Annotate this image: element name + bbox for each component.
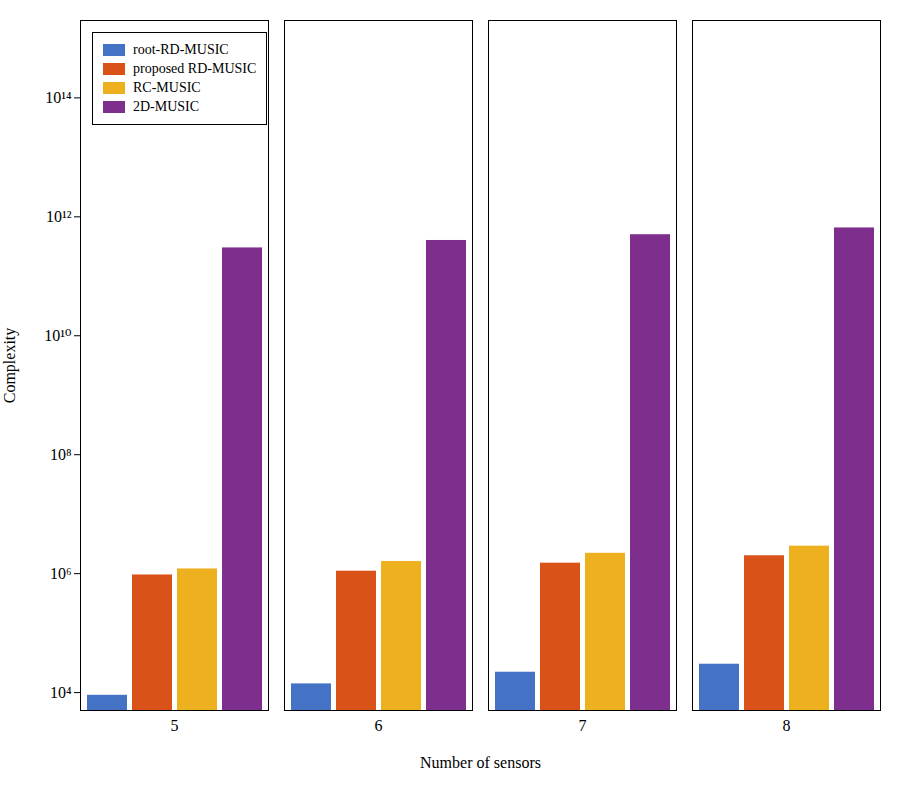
html-text:2D-MUSIC: 2D-MUSIC xyxy=(133,99,200,114)
svg-text:Number of sensors: Number of sensors xyxy=(420,754,541,771)
svg-text:Complexity: Complexity xyxy=(1,328,19,404)
svg-text:6: 6 xyxy=(375,717,383,734)
svg-text:8: 8 xyxy=(783,717,791,734)
svg-text:10⁸: 10⁸ xyxy=(50,446,72,463)
html-text:proposed RD-MUSIC: proposed RD-MUSIC xyxy=(133,61,257,76)
svg-text:10¹⁴: 10¹⁴ xyxy=(45,89,72,106)
svg-text:10⁴: 10⁴ xyxy=(50,684,72,701)
html-text:RC-MUSIC: RC-MUSIC xyxy=(133,80,201,95)
svg-text:10¹²: 10¹² xyxy=(46,208,72,225)
svg-text:10¹⁰: 10¹⁰ xyxy=(44,327,71,344)
html-text:root-RD-MUSIC: root-RD-MUSIC xyxy=(133,42,229,57)
svg-text:7: 7 xyxy=(579,717,587,734)
svg-text:5: 5 xyxy=(171,717,179,734)
svg-text:10⁶: 10⁶ xyxy=(50,565,72,582)
